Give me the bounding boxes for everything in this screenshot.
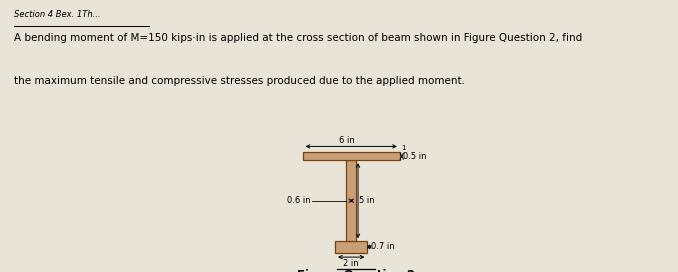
Text: 0.7 in: 0.7 in — [371, 242, 395, 251]
Text: the maximum tensile and compressive stresses produced due to the applied moment.: the maximum tensile and compressive stre… — [14, 76, 464, 86]
Text: Section 4 Bex. 1Th...: Section 4 Bex. 1Th... — [14, 10, 100, 19]
Text: 2 in: 2 in — [344, 259, 359, 268]
Text: Figure Question 2: Figure Question 2 — [297, 269, 415, 272]
Text: A bending moment of M=150 kips·in is applied at the cross section of beam shown : A bending moment of M=150 kips·in is app… — [14, 33, 582, 43]
Bar — [302, 152, 400, 160]
Text: 6 in: 6 in — [338, 136, 354, 145]
Bar — [335, 241, 367, 253]
Text: 0.6 in: 0.6 in — [287, 196, 311, 205]
Text: 1: 1 — [401, 145, 405, 151]
Text: 0.5 in: 0.5 in — [403, 152, 426, 161]
Bar — [346, 160, 356, 241]
Text: 5 in: 5 in — [359, 196, 375, 205]
